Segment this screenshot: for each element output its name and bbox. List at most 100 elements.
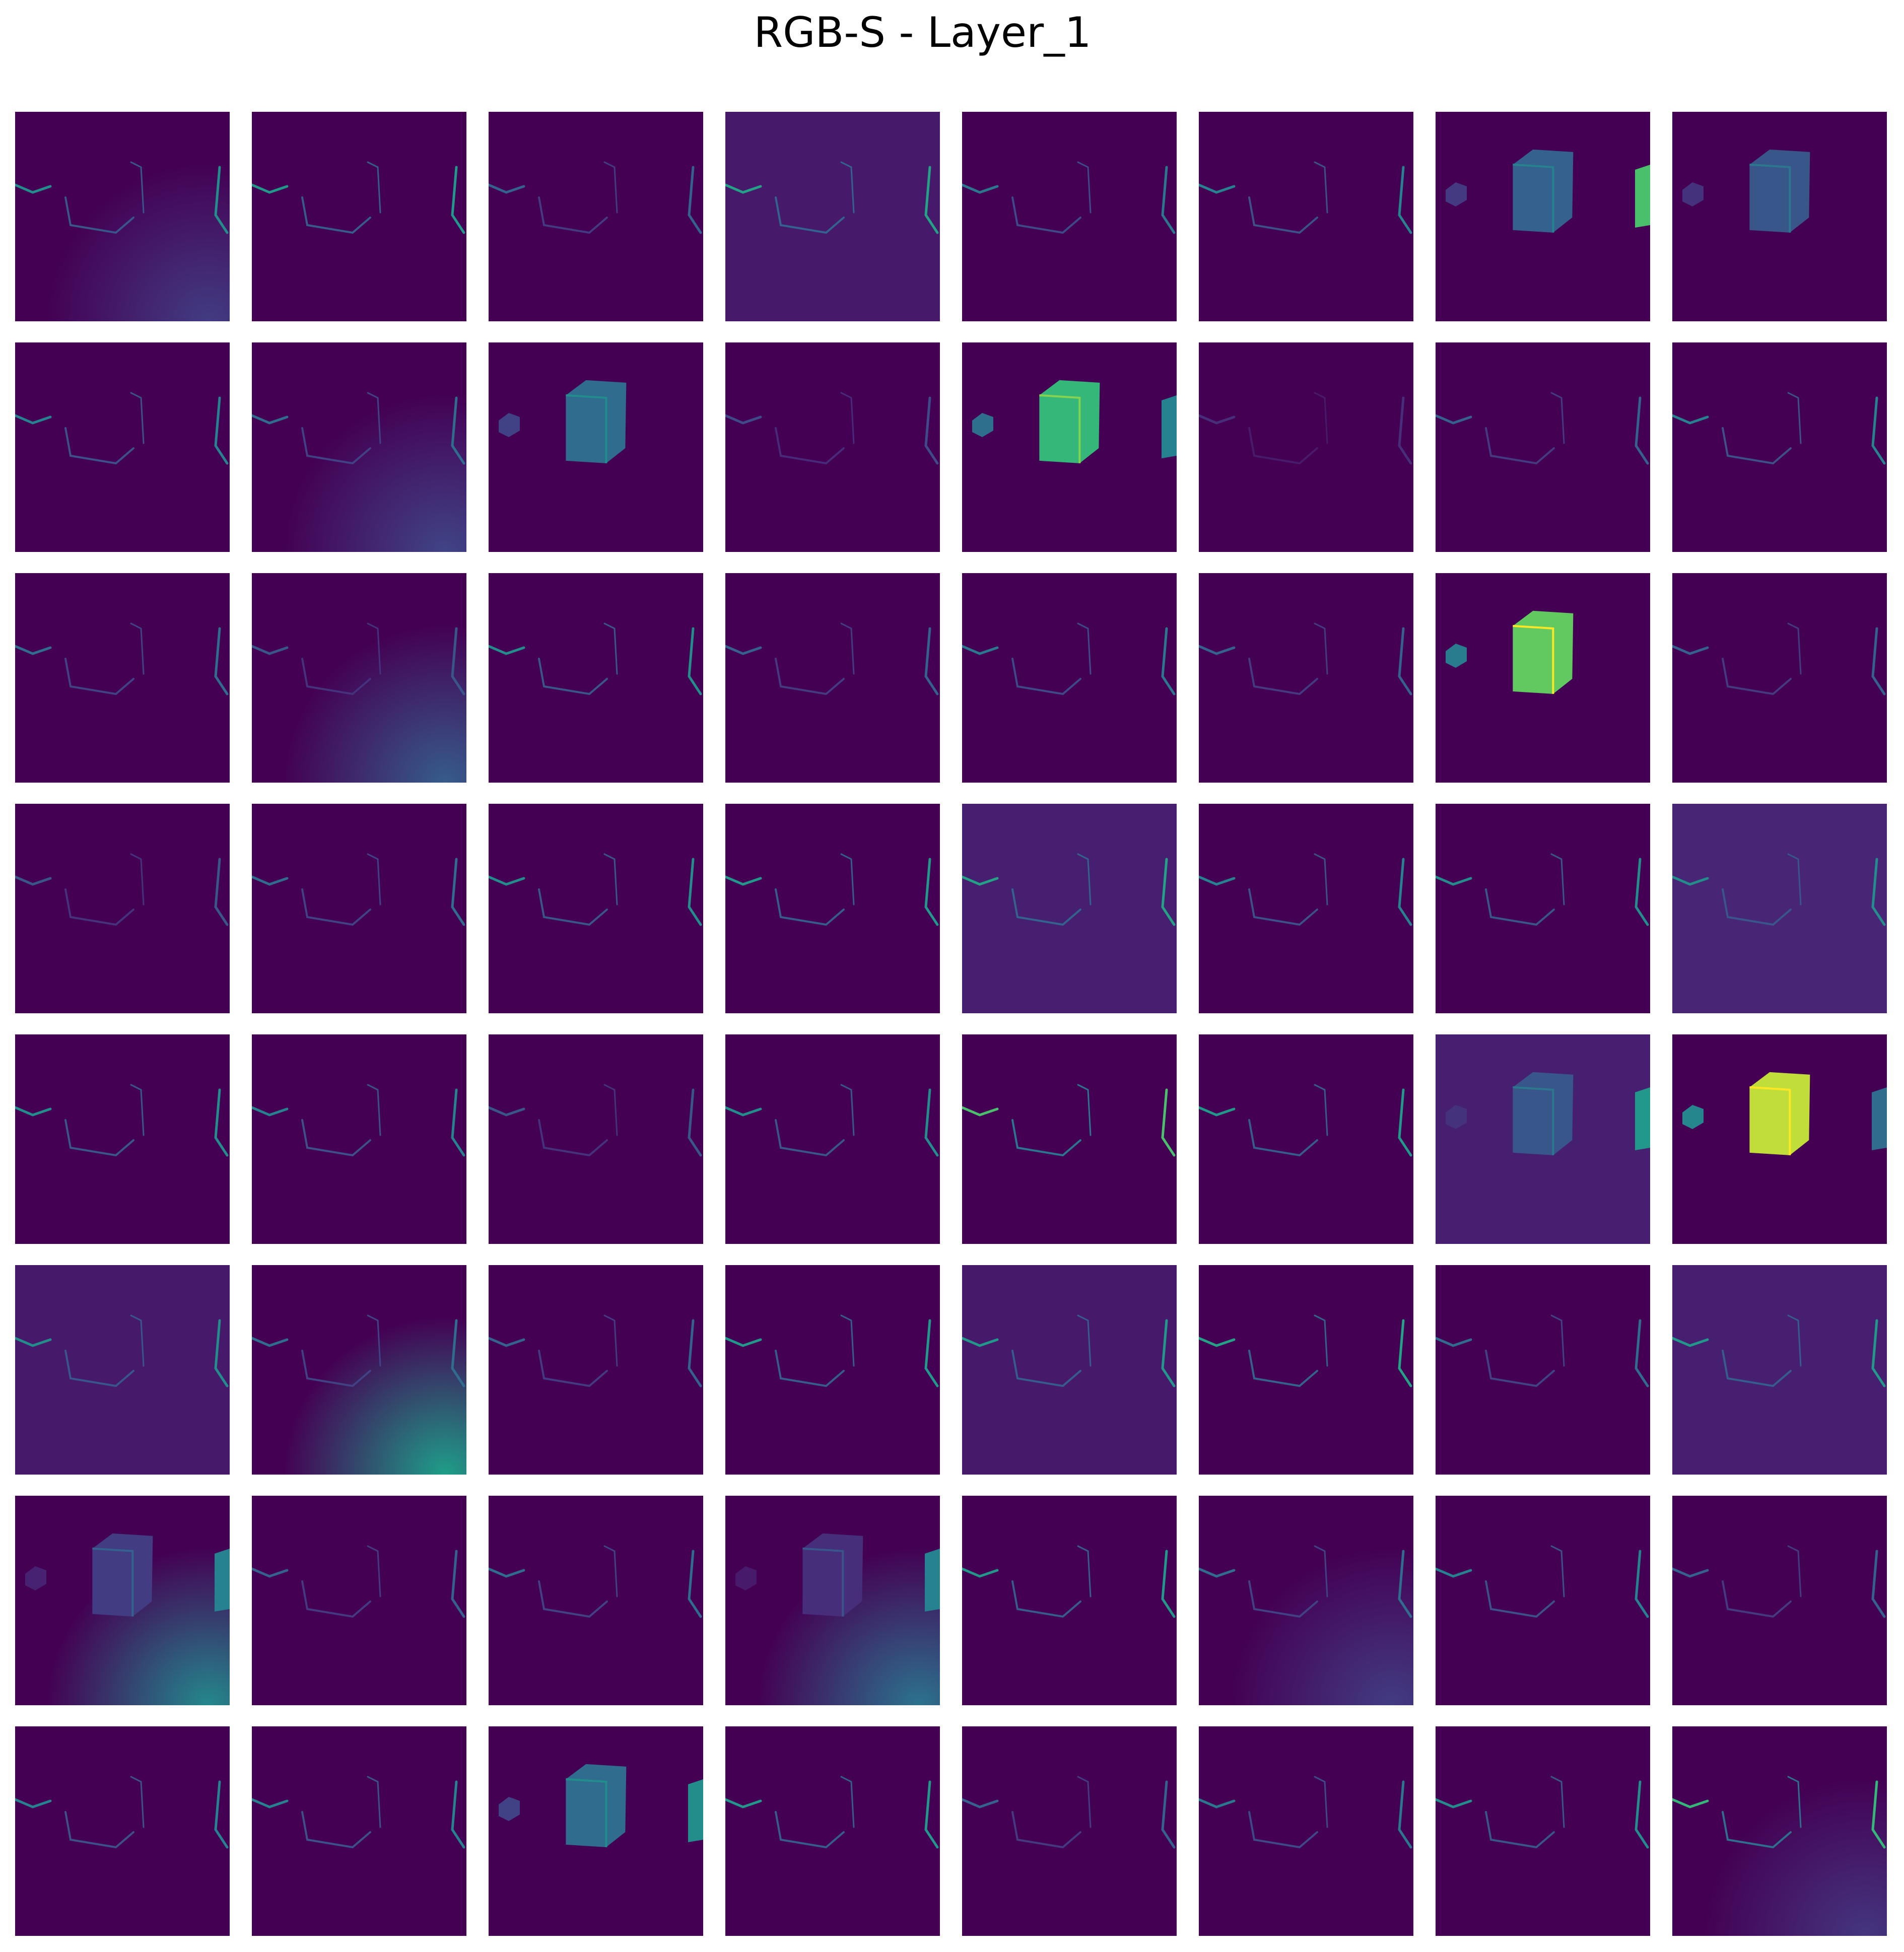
edge-right: [1635, 1319, 1649, 1387]
edge-right: [451, 1550, 465, 1618]
edge-right: [924, 627, 939, 695]
cube-face: [1749, 149, 1810, 233]
edge-right: [1398, 1550, 1412, 1618]
feature-map-16: [1672, 342, 1887, 552]
edge-upright: [603, 161, 618, 214]
edge-upright: [1314, 1776, 1328, 1828]
edge-left: [1199, 1798, 1236, 1808]
edge-upright: [1787, 853, 1802, 905]
feature-map-image: [962, 1034, 1177, 1244]
map-background: [252, 112, 466, 321]
feature-map-image: [1672, 804, 1887, 1013]
edge-right: [1398, 1780, 1412, 1849]
edge-strokes: [1199, 853, 1412, 926]
feature-map-image: [1199, 573, 1413, 783]
edge-center: [64, 1119, 134, 1157]
edge-strokes: [1672, 1776, 1886, 1849]
edge-left: [1672, 875, 1709, 886]
feature-map-2: [252, 112, 466, 321]
feature-map-64: [1672, 1726, 1887, 1936]
feature-map-image: [1436, 804, 1650, 1013]
map-background: [252, 804, 466, 1013]
feature-map-1: [15, 112, 230, 321]
edge-upright: [1550, 853, 1565, 905]
edge-strokes: [962, 1545, 1176, 1618]
edge-center: [1485, 1580, 1555, 1618]
edge-left: [725, 1337, 762, 1347]
map-background: [1672, 1496, 1887, 1705]
edge-left: [489, 875, 525, 886]
edge-upright: [1314, 161, 1328, 214]
feature-map-image: [1672, 573, 1887, 783]
map-background: [15, 1726, 230, 1936]
edge-center: [64, 1811, 134, 1849]
edge-left: [15, 1337, 52, 1347]
feature-map-image: [489, 1496, 703, 1705]
floor-glow: [252, 573, 466, 783]
edge-left: [962, 1106, 999, 1117]
map-background: [15, 1265, 230, 1475]
feature-map-image: [725, 1265, 940, 1475]
edge-upright: [130, 853, 145, 905]
edge-right: [1161, 1088, 1176, 1157]
edge-right: [688, 627, 702, 695]
edge-center: [1011, 1119, 1081, 1157]
edge-strokes: [962, 1084, 1176, 1157]
edge-left: [962, 1337, 999, 1347]
cube-face: [566, 380, 627, 463]
edge-strokes: [1199, 1776, 1412, 1849]
edge-left: [1199, 414, 1236, 425]
cube-edge: [566, 394, 607, 463]
edge-upright: [1787, 392, 1802, 444]
feature-map-image: [1199, 342, 1413, 552]
edge-right: [214, 396, 229, 465]
edge-center: [1485, 427, 1555, 465]
edge-left: [1672, 1567, 1709, 1578]
map-background: [1436, 1496, 1650, 1705]
edge-upright: [367, 1545, 381, 1597]
edge-center: [301, 888, 371, 926]
feature-map-50: [252, 1496, 466, 1705]
edge-right: [1635, 1550, 1649, 1618]
feature-map-9: [15, 342, 230, 552]
edge-strokes: [962, 853, 1176, 926]
edge-right: [1398, 1319, 1412, 1387]
edge-upright: [603, 853, 618, 905]
feature-map-image: [725, 1496, 940, 1705]
edge-center: [1011, 1811, 1081, 1849]
feature-map-10: [252, 342, 466, 552]
edge-upright: [1550, 1545, 1565, 1597]
feature-map-image: [962, 1496, 1177, 1705]
cube-edge: [566, 1778, 607, 1847]
cube-face: [1513, 149, 1574, 233]
edge-strokes: [15, 853, 229, 926]
edge-strokes: [15, 392, 229, 465]
feature-map-image: [962, 342, 1177, 552]
edge-left: [15, 1798, 52, 1808]
feature-map-image: [1672, 1034, 1887, 1244]
edge-strokes: [1199, 622, 1412, 695]
edge-upright: [1077, 1314, 1092, 1367]
edge-right: [924, 858, 939, 926]
feature-map-image: [1672, 1265, 1887, 1475]
feature-map-image: [725, 804, 940, 1013]
floor-glow: [252, 342, 466, 552]
edge-right: [1161, 858, 1176, 926]
edge-right: [924, 396, 939, 465]
edge-strokes: [489, 161, 702, 234]
edge-left: [252, 1798, 289, 1808]
edge-strokes: [725, 1776, 939, 1849]
edge-center: [1248, 888, 1318, 926]
edge-upright: [1077, 1776, 1092, 1828]
map-background: [15, 342, 230, 552]
feature-map-24: [1672, 573, 1887, 783]
edge-upright: [1550, 392, 1565, 444]
edge-left: [725, 414, 762, 425]
edge-strokes: [1199, 1314, 1412, 1387]
feature-map-image: [489, 573, 703, 783]
edge-upright: [130, 392, 145, 444]
feature-map-image: [15, 1265, 230, 1475]
edge-strokes: [1672, 622, 1886, 695]
edge-strokes: [962, 161, 1176, 234]
